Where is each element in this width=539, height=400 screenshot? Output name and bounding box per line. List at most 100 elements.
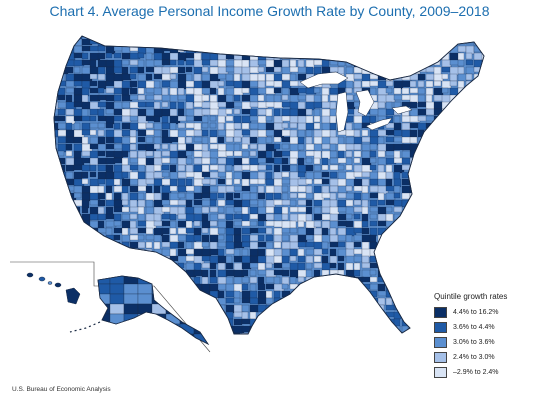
county-cell xyxy=(65,150,73,157)
county-cell xyxy=(169,213,177,221)
county-cell xyxy=(225,115,234,122)
county-cell xyxy=(393,38,404,47)
county-cell xyxy=(433,136,443,146)
county-cell xyxy=(153,94,163,101)
county-cell xyxy=(241,248,249,257)
county-cell xyxy=(73,255,83,262)
county-cell xyxy=(129,150,138,159)
county-cell xyxy=(297,262,306,272)
county-cell xyxy=(353,283,361,290)
county-cell xyxy=(305,262,313,270)
county-cell xyxy=(105,150,116,158)
county-cell xyxy=(441,73,449,80)
county-cell xyxy=(385,108,395,116)
county-cell xyxy=(129,234,140,241)
county-cell xyxy=(201,269,209,278)
source-note: U.S. Bureau of Economic Analysis xyxy=(12,386,111,393)
county-cell xyxy=(249,241,259,251)
county-cell xyxy=(441,213,452,222)
county-cell xyxy=(257,185,265,194)
county-cell xyxy=(129,66,139,74)
county-cell xyxy=(353,199,362,206)
county-cell xyxy=(369,220,378,227)
county-cell xyxy=(97,199,106,207)
alaska-region xyxy=(165,343,181,344)
county-cell xyxy=(73,227,83,234)
county-cell xyxy=(353,36,362,41)
county-cell xyxy=(105,122,114,129)
county-cell xyxy=(129,108,139,118)
county-cell xyxy=(313,297,324,304)
county-cell xyxy=(129,115,139,122)
county-cell xyxy=(329,304,340,313)
county-cell xyxy=(281,325,293,332)
county-cell xyxy=(209,185,220,193)
county-cell xyxy=(441,241,450,249)
county-cell xyxy=(193,262,202,272)
county-cell xyxy=(249,227,260,234)
county-cell xyxy=(105,66,116,76)
county-cell xyxy=(217,38,226,46)
county-cell xyxy=(153,234,162,243)
county-cell xyxy=(273,185,283,195)
county-cell xyxy=(313,304,322,314)
county-cell xyxy=(465,213,475,221)
county-cell xyxy=(217,290,225,300)
county-cell xyxy=(129,325,138,334)
county-cell xyxy=(273,276,281,286)
county-cell xyxy=(169,283,180,293)
county-cell xyxy=(97,87,105,94)
county-cell xyxy=(161,192,170,202)
county-cell xyxy=(225,73,234,82)
county-cell xyxy=(89,283,100,291)
county-cell xyxy=(145,73,153,81)
county-cell xyxy=(313,122,321,130)
county-cell xyxy=(425,157,434,167)
county-cell xyxy=(457,115,465,122)
county-cell xyxy=(65,122,73,131)
county-cell xyxy=(305,297,314,307)
county-cell xyxy=(281,276,290,286)
county-cell xyxy=(385,234,394,243)
county-cell xyxy=(273,59,284,68)
county-cell xyxy=(361,297,371,307)
county-cell xyxy=(241,52,252,61)
county-cell xyxy=(337,45,348,53)
county-cell xyxy=(185,157,193,165)
county-cell xyxy=(457,234,466,244)
county-cell xyxy=(249,206,259,215)
county-cell xyxy=(113,178,121,186)
county-cell xyxy=(353,227,364,234)
county-cell xyxy=(345,318,357,327)
county-cell xyxy=(425,262,437,272)
county-cell xyxy=(441,150,453,158)
county-cell xyxy=(129,80,138,88)
county-cell xyxy=(105,45,116,55)
county-cell xyxy=(409,87,419,94)
county-cell xyxy=(289,269,299,279)
county-cell xyxy=(241,38,249,45)
county-cell xyxy=(105,213,115,220)
county-cell xyxy=(241,122,250,130)
county-cell xyxy=(321,136,332,146)
county-cell xyxy=(481,185,484,193)
county-cell xyxy=(401,290,409,300)
county-cell xyxy=(97,45,106,52)
county-cell xyxy=(209,157,218,165)
county-cell xyxy=(177,80,187,90)
county-cell xyxy=(105,255,117,264)
county-cell xyxy=(161,220,171,227)
lake-erie xyxy=(365,117,393,131)
county-cell xyxy=(113,115,124,122)
county-cell xyxy=(89,157,99,166)
county-cell xyxy=(233,45,243,54)
county-cell xyxy=(65,332,73,334)
county-cell xyxy=(97,178,106,185)
county-cell xyxy=(81,206,89,214)
county-cell xyxy=(137,143,147,151)
county-cell xyxy=(313,255,322,263)
county-cell xyxy=(145,325,157,334)
county-cell xyxy=(385,59,393,69)
county-cell xyxy=(345,199,354,207)
county-cell xyxy=(209,332,217,334)
